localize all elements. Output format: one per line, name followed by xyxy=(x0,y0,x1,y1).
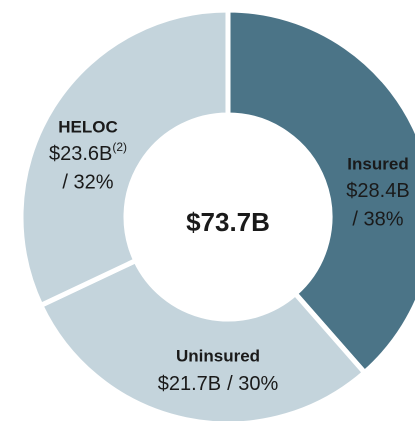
category-label: HELOC xyxy=(58,117,118,136)
percent-label: / 38% xyxy=(352,208,403,230)
total-label: $73.7B xyxy=(186,207,270,237)
category-label: Uninsured xyxy=(176,346,260,365)
donut-slice xyxy=(18,7,231,309)
percent-label: / 30% xyxy=(227,373,278,395)
value-label: $23.6B xyxy=(49,143,112,165)
donut-slice xyxy=(37,257,369,421)
value-label: $21.7B / 30% xyxy=(158,373,279,395)
value-label: $28.4B xyxy=(346,180,409,202)
category-label: Insured xyxy=(347,154,408,173)
percent-label: / 32% xyxy=(62,171,113,193)
value-label: $23.6B(2) xyxy=(49,140,127,165)
donut-slice xyxy=(225,7,415,377)
value-label: $28.4B xyxy=(346,180,409,202)
footnote: (2) xyxy=(112,140,127,154)
value-label: $21.7B xyxy=(158,373,221,395)
